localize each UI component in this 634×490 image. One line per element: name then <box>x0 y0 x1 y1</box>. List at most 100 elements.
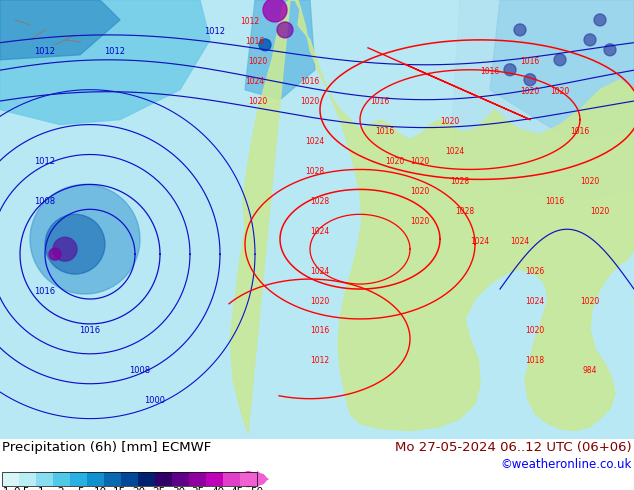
Bar <box>206 472 223 486</box>
Text: 1024: 1024 <box>311 227 330 236</box>
FancyArrow shape <box>257 471 269 488</box>
Polygon shape <box>230 0 634 434</box>
Text: Precipitation (6h) [mm] ECMWF: Precipitation (6h) [mm] ECMWF <box>2 441 211 454</box>
Text: 1020: 1020 <box>580 296 600 305</box>
Text: 1020: 1020 <box>526 326 545 336</box>
Text: ©weatheronline.co.uk: ©weatheronline.co.uk <box>501 458 632 471</box>
Text: 1020: 1020 <box>249 97 268 106</box>
Text: 0.5: 0.5 <box>13 487 30 490</box>
Text: 1024: 1024 <box>245 77 264 86</box>
Bar <box>19 472 36 486</box>
Text: 1020: 1020 <box>311 296 330 305</box>
Bar <box>87 472 104 486</box>
Circle shape <box>277 22 293 38</box>
Text: 1020: 1020 <box>580 177 600 186</box>
Text: 1016: 1016 <box>79 326 101 336</box>
Text: 1: 1 <box>38 487 44 490</box>
Circle shape <box>504 64 516 76</box>
Circle shape <box>524 74 536 86</box>
Text: 1024: 1024 <box>470 237 489 245</box>
Text: 1012: 1012 <box>311 356 330 366</box>
Text: 1016: 1016 <box>370 97 390 106</box>
Text: 1020: 1020 <box>590 207 610 216</box>
Text: 1020: 1020 <box>550 87 569 96</box>
Bar <box>155 472 172 486</box>
Circle shape <box>45 214 105 274</box>
Text: 1024: 1024 <box>306 137 325 146</box>
Circle shape <box>30 184 140 294</box>
Bar <box>138 472 155 486</box>
Text: 1016: 1016 <box>521 57 540 66</box>
Bar <box>121 472 138 486</box>
Text: 1016: 1016 <box>301 77 320 86</box>
Text: 1012: 1012 <box>34 48 56 56</box>
Text: 1016: 1016 <box>34 287 56 295</box>
Text: 1020: 1020 <box>521 87 540 96</box>
Text: 1012: 1012 <box>34 157 56 166</box>
Text: 1016: 1016 <box>481 67 500 76</box>
Polygon shape <box>0 0 120 60</box>
Circle shape <box>514 24 526 36</box>
Text: 45: 45 <box>231 487 244 490</box>
Text: 1016: 1016 <box>311 326 330 336</box>
Text: 25: 25 <box>152 487 165 490</box>
Text: 1028: 1028 <box>311 197 330 206</box>
Circle shape <box>259 39 271 51</box>
Text: 1024: 1024 <box>311 267 330 275</box>
Circle shape <box>554 54 566 66</box>
Text: 1024: 1024 <box>526 296 545 305</box>
Text: 1020: 1020 <box>301 97 320 106</box>
Polygon shape <box>450 0 634 199</box>
Polygon shape <box>245 0 315 99</box>
Text: 1020: 1020 <box>441 117 460 126</box>
Bar <box>189 472 206 486</box>
Text: 1020: 1020 <box>410 157 430 166</box>
Polygon shape <box>490 0 634 140</box>
Bar <box>223 472 240 486</box>
Text: 30: 30 <box>172 487 185 490</box>
Text: 1000: 1000 <box>145 396 165 405</box>
Text: 5: 5 <box>77 487 84 490</box>
Text: 1012: 1012 <box>240 18 259 26</box>
Circle shape <box>584 34 596 46</box>
Bar <box>172 472 189 486</box>
Text: 1016: 1016 <box>375 127 394 136</box>
Text: 1028: 1028 <box>306 167 325 176</box>
Text: 1020: 1020 <box>385 157 404 166</box>
Circle shape <box>594 14 606 26</box>
Text: 1020: 1020 <box>249 57 268 66</box>
Circle shape <box>49 248 61 260</box>
Text: 1028: 1028 <box>455 207 475 216</box>
Text: 1016: 1016 <box>245 37 264 47</box>
Bar <box>36 472 53 486</box>
Text: Mo 27-05-2024 06..12 UTC (06+06): Mo 27-05-2024 06..12 UTC (06+06) <box>396 441 632 454</box>
Text: 1024: 1024 <box>510 237 529 245</box>
Text: 2: 2 <box>58 487 64 490</box>
Bar <box>53 472 70 486</box>
Text: 35: 35 <box>191 487 205 490</box>
Text: 1018: 1018 <box>526 356 545 366</box>
Polygon shape <box>0 0 210 124</box>
Text: 1016: 1016 <box>571 127 590 136</box>
Text: 1024: 1024 <box>445 147 465 156</box>
Text: 20: 20 <box>133 487 146 490</box>
Text: 15: 15 <box>113 487 126 490</box>
Text: 10: 10 <box>93 487 107 490</box>
Text: 0.1: 0.1 <box>0 487 10 490</box>
Bar <box>104 472 121 486</box>
Bar <box>70 472 87 486</box>
Text: 1008: 1008 <box>129 366 150 375</box>
Text: 1020: 1020 <box>410 217 430 226</box>
Bar <box>2 472 19 486</box>
Text: 1008: 1008 <box>34 197 56 206</box>
Text: 1026: 1026 <box>526 267 545 275</box>
Bar <box>2 472 257 486</box>
Text: 50: 50 <box>250 487 264 490</box>
Text: 1016: 1016 <box>545 197 565 206</box>
Circle shape <box>604 44 616 56</box>
Circle shape <box>263 0 287 22</box>
Text: 984: 984 <box>583 366 597 375</box>
Circle shape <box>53 237 77 261</box>
Text: 1028: 1028 <box>450 177 470 186</box>
Text: 1012: 1012 <box>205 27 226 36</box>
